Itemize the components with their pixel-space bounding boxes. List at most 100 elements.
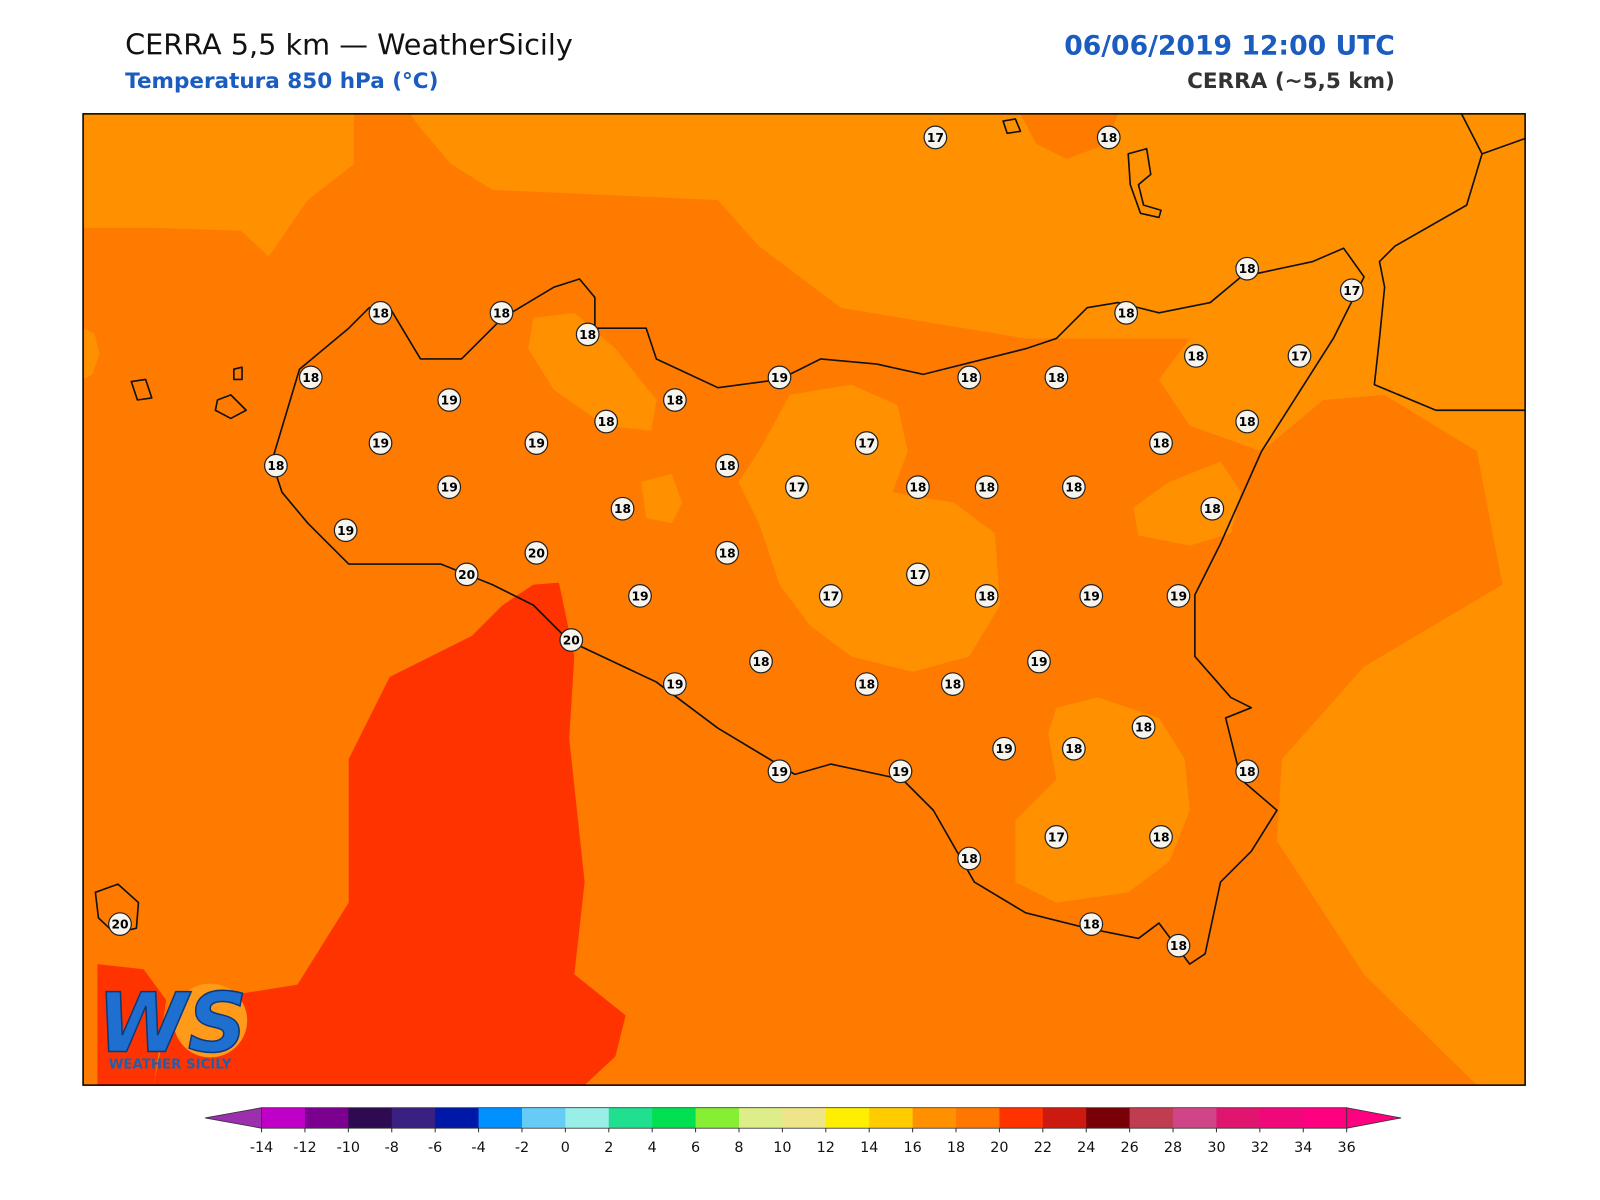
- field: [97, 964, 167, 1086]
- colorbar-tick-label: 16: [903, 1140, 921, 1156]
- station: 18: [1044, 365, 1069, 390]
- station-marker: [957, 846, 982, 871]
- station-value: 19: [528, 437, 545, 451]
- colorbar-segment: [565, 1107, 610, 1129]
- station: 17: [1339, 278, 1364, 303]
- date: 06/06/2019 12:00 UTC: [1064, 30, 1395, 61]
- station-value: 20: [111, 918, 128, 932]
- title: CERRA 5,5 km — WeatherSicily: [125, 27, 573, 61]
- station: 18: [1149, 825, 1173, 849]
- station-marker: [1044, 365, 1069, 390]
- station: 18: [263, 453, 288, 478]
- station: 18: [854, 672, 879, 696]
- station-value: 18: [1204, 502, 1221, 516]
- station: 19: [1079, 583, 1104, 608]
- colorbar-tick-label: 32: [1251, 1140, 1269, 1156]
- station-value: 18: [909, 481, 926, 495]
- station: 17: [1044, 825, 1069, 849]
- station-marker: [1287, 343, 1312, 368]
- colorbar-tick-label: 20: [990, 1140, 1008, 1156]
- station-value: 18: [1048, 371, 1065, 385]
- colorbar-tick-label: 8: [734, 1140, 743, 1156]
- station-value: 20: [563, 634, 580, 648]
- station-value: 18: [614, 502, 631, 516]
- island: [94, 883, 140, 935]
- station-value: 20: [458, 568, 475, 582]
- station: 19: [437, 388, 462, 412]
- station: 18: [1166, 933, 1191, 958]
- station-marker: [489, 300, 514, 325]
- station-marker: [854, 672, 879, 696]
- station-marker: [1061, 736, 1086, 761]
- station-value: 17: [822, 589, 839, 603]
- logo-mark: WS: [97, 976, 247, 1071]
- station-marker: [1235, 409, 1260, 434]
- map: [83, 113, 1526, 1086]
- station: 19: [1027, 649, 1051, 674]
- station-marker: [818, 583, 843, 608]
- colorbar-extend-low: [205, 1107, 262, 1129]
- island: [214, 394, 247, 420]
- station: 18: [1235, 759, 1260, 784]
- field: [1020, 113, 1118, 159]
- station-value: 18: [372, 306, 389, 320]
- station: 18: [715, 540, 740, 565]
- field: [528, 312, 657, 431]
- station-value: 18: [978, 481, 995, 495]
- station-value: 18: [666, 394, 683, 408]
- colorbar-segment: [1086, 1107, 1131, 1129]
- station: 20: [524, 540, 549, 565]
- station-marker: [888, 759, 913, 784]
- colorbar-tick-label: -6: [428, 1140, 442, 1156]
- station-marker: [767, 759, 792, 784]
- station-marker: [1149, 825, 1173, 849]
- colorbar-segment: [391, 1107, 436, 1129]
- station: 20: [108, 912, 132, 936]
- station-marker: [559, 628, 584, 652]
- colorbar-segment: [738, 1107, 783, 1129]
- station: 18: [1079, 912, 1104, 936]
- station-value: 18: [1152, 437, 1169, 451]
- station-marker: [575, 322, 600, 347]
- station-value: 18: [493, 306, 510, 320]
- colorbar-tick-label: -2: [515, 1140, 529, 1156]
- station-marker: [1027, 649, 1051, 674]
- field: [641, 473, 683, 524]
- station-marker: [906, 562, 930, 587]
- colorbar-tick-label: 0: [561, 1140, 570, 1156]
- logo-text: WEATHER SICILY: [109, 1058, 232, 1073]
- station: 18: [1149, 431, 1173, 455]
- colorbar-segment: [1173, 1107, 1217, 1129]
- station-value: 18: [1152, 830, 1169, 844]
- station: 18: [715, 453, 740, 478]
- station-value: 18: [1239, 765, 1256, 779]
- station-value: 19: [771, 371, 788, 385]
- station-marker: [957, 365, 982, 390]
- field: [738, 384, 1000, 672]
- station: 18: [974, 583, 999, 608]
- field: [153, 582, 626, 1086]
- colorbar-segment: [695, 1107, 740, 1129]
- station: 18: [957, 846, 982, 871]
- station-marker: [715, 540, 740, 565]
- field: [83, 328, 100, 380]
- colorbar-tick-label: -8: [385, 1140, 399, 1156]
- station-value: 18: [579, 328, 596, 342]
- colorbar-segment: [1042, 1107, 1087, 1129]
- station-value: 18: [752, 655, 769, 669]
- station-marker: [923, 125, 948, 150]
- station-marker: [437, 475, 462, 500]
- station-marker: [610, 496, 635, 521]
- colorbar-tick-label: 34: [1294, 1140, 1312, 1156]
- station-marker: [715, 453, 740, 478]
- station-marker: [1096, 125, 1121, 150]
- station-value: 19: [771, 765, 788, 779]
- station: 17: [1287, 343, 1312, 368]
- island: [130, 378, 153, 401]
- station: 17: [906, 562, 930, 587]
- station-value: 17: [927, 131, 944, 145]
- station-value: 18: [1065, 742, 1082, 756]
- station-marker: [1235, 759, 1260, 784]
- colorbar-tick-label: -14: [250, 1140, 273, 1156]
